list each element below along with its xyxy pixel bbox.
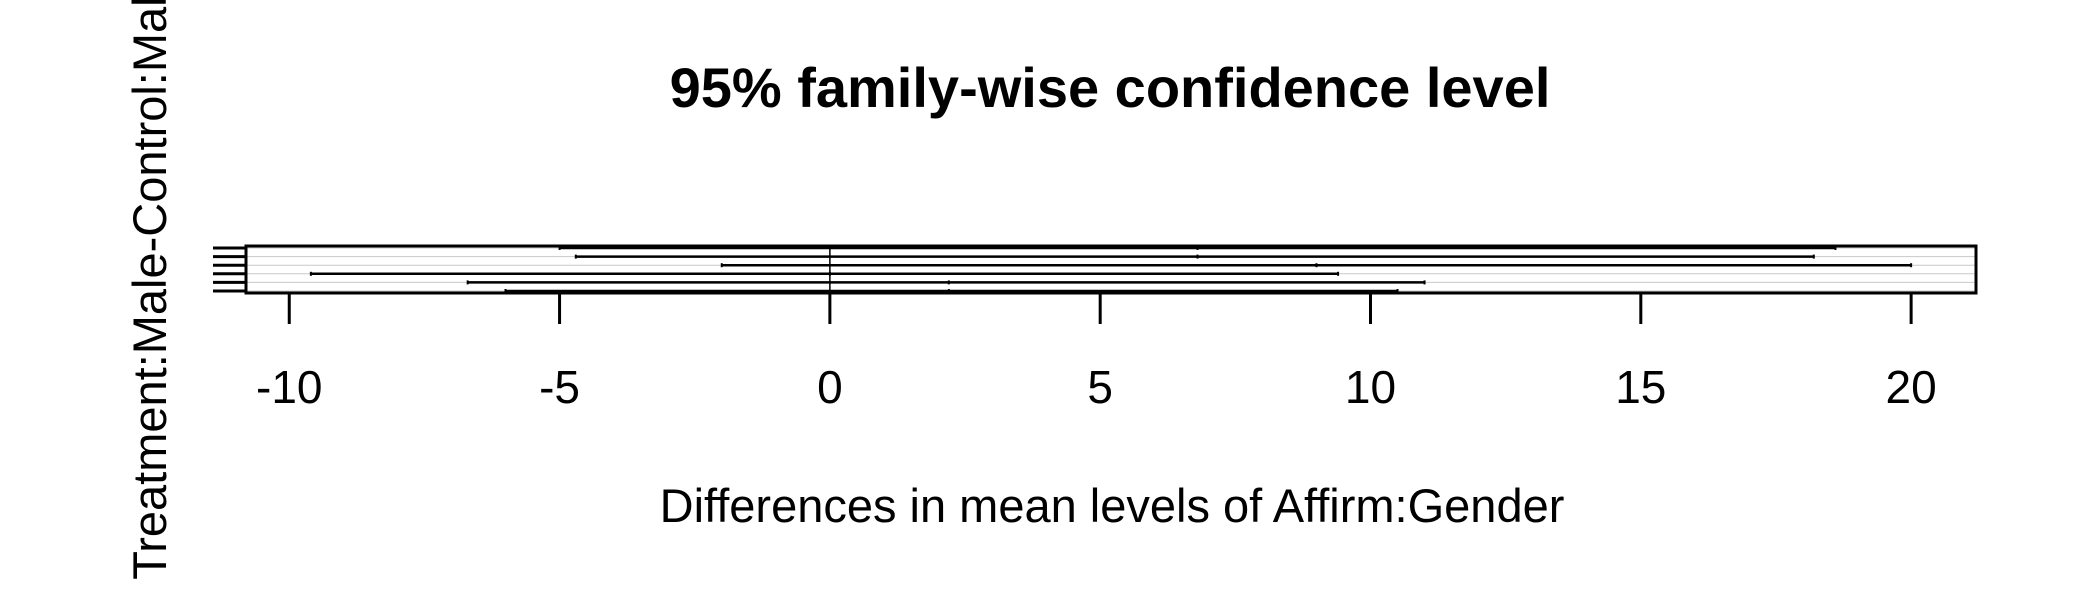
x-tick-label: 20 — [1886, 361, 1937, 413]
x-tick-label: -10 — [256, 361, 322, 413]
x-axis: -10 -5 0 5 10 15 20 — [256, 293, 1937, 413]
x-tick-label: 0 — [817, 361, 843, 413]
plot-frame — [244, 244, 1978, 295]
x-tick-label: 10 — [1345, 361, 1396, 413]
confidence-intervals — [309, 246, 1913, 293]
grid-lines — [246, 247, 1976, 292]
y-axis-ticks — [213, 246, 246, 293]
chart-title: 95% family-wise confidence level — [670, 56, 1551, 119]
y-axis-label: Treatment:Male-Control:Male — [123, 0, 176, 580]
x-tick-label: -5 — [539, 361, 580, 413]
x-tick-label: 5 — [1087, 361, 1113, 413]
x-tick-label: 15 — [1615, 361, 1666, 413]
x-axis-label: Differences in mean levels of Affirm:Gen… — [660, 479, 1565, 532]
